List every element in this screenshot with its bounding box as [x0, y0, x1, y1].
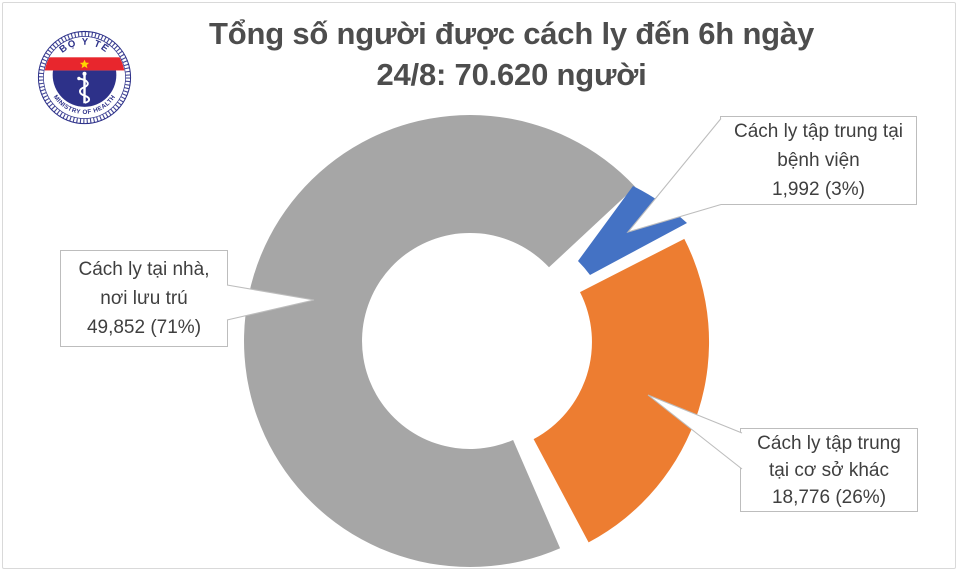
callout-hospital-line1: Cách ly tập trung tại — [734, 121, 903, 142]
chart-title-line2: 24/8: 70.620 người — [376, 57, 647, 92]
callout-other-line1: Cách ly tập trung — [757, 432, 901, 454]
callout-hospital-quarantine: Cách ly tập trung tại bệnh viện 1,992 (3… — [720, 116, 917, 205]
callout-other-value: 18,776 (26%) — [771, 486, 887, 508]
chart-title: Tổng số người được cách ly đến 6h ngày 2… — [63, 13, 960, 95]
callout-home-line1: Cách ly tại nhà, — [78, 259, 210, 280]
chart-title-line1: Tổng số người được cách ly đến 6h ngày — [208, 16, 814, 51]
callout-other-line2: tại cơ sở khác — [769, 459, 889, 481]
ministry-of-health-logo: BỘ Y TẾ MINISTRY OF HEALTH — [37, 30, 132, 125]
callout-other-facility-quarantine: Cách ly tập trung tại cơ sở khác 18,776 … — [740, 428, 918, 512]
callout-hospital-value: 1,992 (3%) — [772, 179, 865, 200]
callout-home-value: 49,852 (71%) — [86, 317, 202, 338]
logo-star-icon — [79, 59, 90, 69]
callout-home-quarantine: Cách ly tại nhà, nơi lưu trú 49,852 (71%… — [60, 250, 228, 347]
rod-of-asclepius-icon — [77, 71, 91, 104]
callout-hospital-line2: bệnh viện — [777, 150, 860, 171]
callout-home-line2: nơi lưu trú — [100, 288, 188, 309]
